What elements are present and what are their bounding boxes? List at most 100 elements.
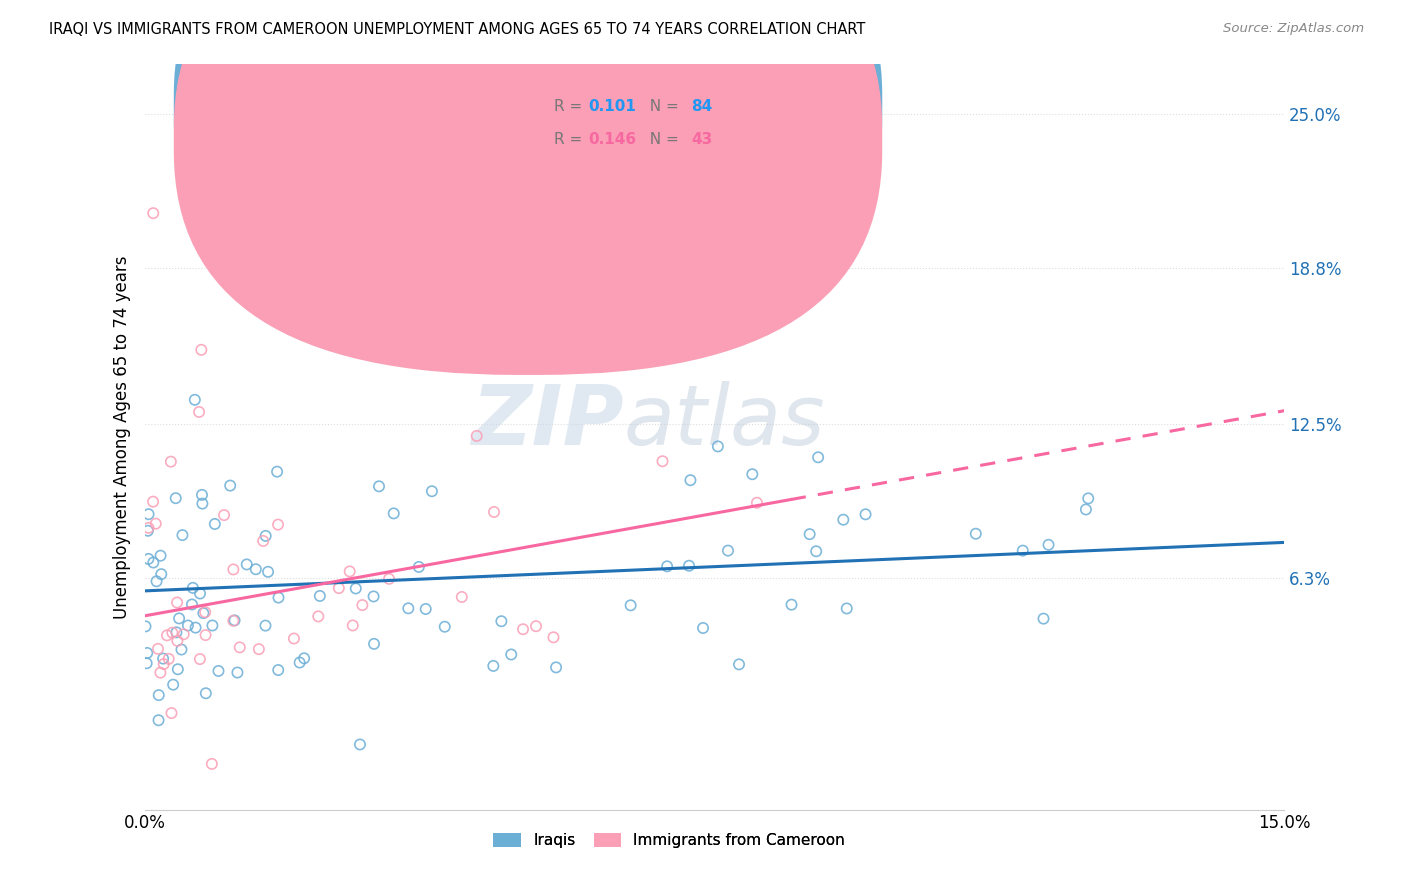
Point	[267, 663, 290, 677]
Point	[146, 641, 169, 656]
Point	[267, 591, 290, 605]
Point	[267, 517, 290, 532]
Point	[308, 589, 330, 603]
Point	[188, 652, 211, 666]
Point	[741, 467, 763, 482]
Text: N =: N =	[640, 99, 683, 114]
Point	[222, 614, 245, 628]
Point	[745, 496, 768, 510]
Point	[855, 508, 877, 522]
Point	[328, 581, 350, 595]
Point	[152, 651, 174, 665]
Point	[728, 657, 751, 672]
Point	[254, 618, 277, 632]
Point	[160, 706, 183, 720]
Point	[807, 450, 830, 465]
Point	[692, 621, 714, 635]
Point	[226, 665, 249, 680]
Point	[142, 556, 165, 570]
Point	[173, 627, 195, 641]
Point	[152, 657, 174, 671]
Point	[194, 605, 217, 619]
Point	[524, 619, 547, 633]
Point	[165, 491, 187, 505]
Point	[247, 642, 270, 657]
Point	[207, 664, 229, 678]
Point	[194, 628, 217, 642]
Legend: Iraqis, Immigrants from Cameroon: Iraqis, Immigrants from Cameroon	[488, 827, 851, 854]
Point	[148, 713, 170, 727]
Point	[620, 599, 643, 613]
Point	[501, 648, 523, 662]
Text: IRAQI VS IMMIGRANTS FROM CAMEROON UNEMPLOYMENT AMONG AGES 65 TO 74 YEARS CORRELA: IRAQI VS IMMIGRANTS FROM CAMEROON UNEMPL…	[49, 22, 866, 37]
Point	[543, 630, 565, 644]
Point	[806, 544, 828, 558]
Point	[835, 601, 858, 615]
Point	[651, 454, 673, 468]
Text: atlas: atlas	[624, 382, 825, 462]
Point	[219, 478, 242, 492]
Point	[257, 565, 280, 579]
Point	[166, 625, 188, 640]
Point	[465, 429, 488, 443]
Text: ZIP: ZIP	[471, 382, 624, 462]
Point	[799, 527, 821, 541]
Point	[433, 620, 456, 634]
Point	[150, 567, 173, 582]
Text: 43: 43	[690, 132, 711, 147]
Text: R =: R =	[554, 132, 588, 147]
Point	[204, 516, 226, 531]
Point	[222, 562, 245, 576]
FancyBboxPatch shape	[174, 0, 882, 343]
Point	[193, 606, 215, 620]
Point	[420, 484, 443, 499]
Point	[166, 662, 188, 676]
Point	[142, 206, 165, 220]
Point	[188, 586, 211, 600]
Point	[172, 528, 194, 542]
Point	[149, 665, 172, 680]
Point	[160, 455, 183, 469]
Point	[138, 521, 160, 535]
Point	[546, 660, 568, 674]
Point	[136, 646, 159, 660]
Point	[288, 656, 311, 670]
Point	[482, 505, 505, 519]
Point	[148, 688, 170, 702]
Point	[1032, 612, 1054, 626]
Point	[1074, 502, 1097, 516]
Point	[181, 598, 204, 612]
Point	[190, 343, 212, 357]
Point	[170, 642, 193, 657]
Point	[184, 621, 207, 635]
Point	[142, 494, 165, 508]
Point	[1011, 543, 1033, 558]
Point	[181, 581, 204, 595]
Point	[245, 562, 267, 576]
Point	[138, 552, 160, 566]
Point	[396, 601, 419, 615]
Point	[162, 678, 184, 692]
Point	[157, 652, 180, 666]
Point	[408, 560, 430, 574]
Point	[382, 507, 405, 521]
Point	[191, 488, 214, 502]
Point	[136, 524, 159, 538]
Text: N =: N =	[640, 132, 683, 147]
Point	[415, 602, 437, 616]
Point	[212, 508, 235, 522]
Point	[162, 625, 184, 640]
Point	[780, 598, 803, 612]
Point	[254, 529, 277, 543]
Point	[1038, 538, 1060, 552]
Point	[368, 479, 391, 493]
Text: Source: ZipAtlas.com: Source: ZipAtlas.com	[1223, 22, 1364, 36]
Point	[134, 619, 156, 633]
Point	[363, 637, 385, 651]
Point	[188, 405, 211, 419]
Point	[678, 558, 700, 573]
Point	[194, 686, 217, 700]
Point	[344, 582, 367, 596]
Point	[965, 526, 987, 541]
Point	[717, 543, 740, 558]
